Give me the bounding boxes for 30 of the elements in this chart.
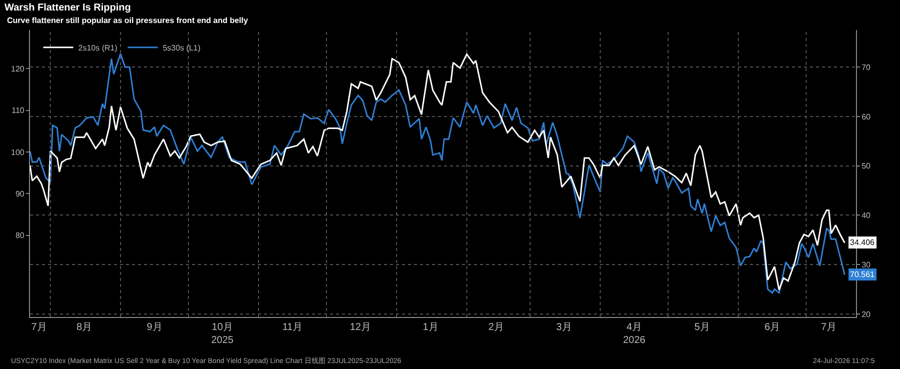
x-tick-label: 7月 — [31, 322, 47, 333]
y2-tick-label: 70 — [862, 62, 872, 72]
y-tick-label: 100 — [11, 148, 25, 157]
x-tick-label: 11月 — [282, 322, 303, 333]
x-tick-label: 12月 — [350, 322, 371, 333]
data-label: 34.406 — [850, 238, 876, 247]
chart-title: Warsh Flattener Is Ripping — [4, 2, 131, 14]
y2-tick-label: 40 — [862, 211, 872, 220]
x-tick-label: 7月 — [821, 322, 837, 333]
y2-tick-label: 50 — [862, 162, 872, 171]
y-tick-label: 90 — [15, 190, 25, 198]
x-tick-label: 2月 — [488, 322, 504, 333]
x-tick-label: 4月 2026 — [623, 322, 646, 346]
chart-subtitle: Curve flattener still popular as oil pressures front end and belly — [7, 16, 248, 25]
x-tick-label: 5月 — [694, 322, 710, 333]
y2-tick-label: 60 — [862, 112, 872, 122]
x-tick-label: 6月 — [764, 322, 780, 333]
x-tick-label: 9月 — [146, 322, 162, 333]
y-tick-label: 80 — [15, 231, 25, 240]
y-tick-label: 120 — [11, 64, 25, 74]
legend-label: 5s30s (L1) — [162, 43, 201, 52]
data-label: 70.561 — [850, 270, 876, 279]
x-tick-label: 3月 — [556, 322, 572, 333]
legend-label: 2s10s (R1) — [78, 43, 118, 52]
y-tick-label: 110 — [12, 106, 25, 116]
x-tick-label: 1月 — [422, 322, 438, 333]
y2-tick-label: 20 — [862, 310, 872, 319]
x-tick-label: 8月 — [76, 322, 92, 333]
y2-tick-label: 30 — [862, 260, 872, 270]
x-tick-label: 10月 2025 — [211, 322, 234, 346]
